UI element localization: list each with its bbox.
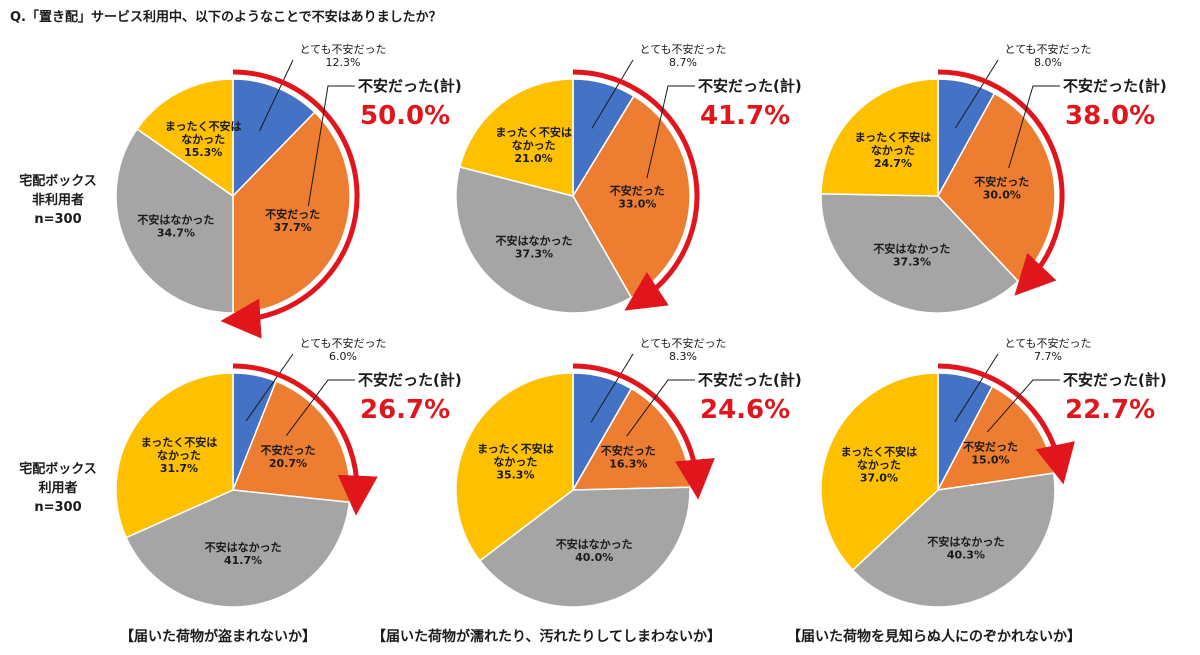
anxious-total-arc (572, 363, 715, 500)
total-anxious-value: 38.0% (1065, 101, 1155, 131)
total-anxious-label: 不安だった(計) (358, 371, 462, 389)
slice-label-not-anxious: 不安はなかった 41.7% (205, 540, 282, 567)
slice-label-not-anxious: 不安はなかった 37.3% (496, 234, 573, 261)
anxious-total-arc (232, 363, 378, 516)
anxious-total-arc (937, 69, 1065, 296)
total-anxious-label: 不安だった(計) (1063, 77, 1167, 95)
pie-slice-not-anxious (478, 486, 691, 608)
total-anxious-label: 不安だった(計) (698, 371, 802, 389)
total-leader-line (1008, 85, 1060, 169)
pie-slice-not-anxious (851, 472, 1056, 608)
total-anxious-label: 不安だった(計) (358, 77, 462, 95)
pie-slice-not-anxious (125, 489, 351, 608)
pie-slice-not-anxious (455, 165, 633, 314)
callout-label-very-anxious: とても不安だった 6.0% (299, 336, 386, 363)
panel-caption: 【届いた荷物を見知らぬ人にのぞかれないか】 (787, 629, 1081, 645)
row-label-line: 宅配ボックス (19, 174, 97, 189)
callout-label-very-anxious: とても不安だった 8.3% (639, 336, 726, 363)
slice-label-anxious: 不安だった 37.7% (265, 207, 320, 234)
slice-label-anxious: 不安だった 20.7% (261, 443, 316, 470)
row-label-line: n=300 (34, 212, 82, 227)
pie-chart: 不安だった 30.0% 不安はなかった 37.3% まったく不安はなかった 24.7% とて… (820, 42, 1167, 314)
slice-label-anxious: 不安だった 16.3% (601, 444, 656, 471)
pie-slice-not-at-all-anxious (455, 372, 574, 562)
pie-slice-not-at-all-anxious (820, 78, 939, 197)
total-anxious-label: 不安だった(計) (1063, 371, 1167, 389)
pie-slice-not-anxious (115, 127, 234, 314)
pie-slice-not-at-all-anxious (820, 372, 939, 572)
callout-leader-line (954, 353, 999, 423)
callout-label-very-anxious: とても不安だった 7.7% (1004, 336, 1091, 363)
total-anxious-value: 22.7% (1065, 395, 1155, 425)
pie-slice-not-at-all-anxious (136, 78, 234, 198)
pie-slice-anxious (232, 111, 351, 314)
slice-label-not-anxious: 不安はなかった 40.0% (556, 537, 633, 564)
slice-label-not-anxious: 不安はなかった 37.3% (873, 241, 950, 268)
pie-slice-very-anxious (232, 78, 316, 198)
callout-leader-line (590, 353, 634, 423)
panel-caption: 【届いた荷物が盗まれないか】 (120, 629, 316, 645)
pie-slice-not-anxious (820, 193, 1020, 314)
total-leader-line (646, 85, 695, 179)
pie-chart: 不安だった 20.7% 不安はなかった 41.7% まったく不安はなかった 31.7% とて… (115, 336, 462, 608)
total-anxious-value: 50.0% (360, 101, 450, 131)
anxious-total-arc (220, 69, 360, 339)
callout-label-very-anxious: とても不安だった 8.7% (639, 42, 726, 69)
row-label-line: 宅配ボックス (19, 462, 97, 477)
anxious-total-arc (937, 363, 1075, 485)
slice-label-not-anxious: 不安はなかった 34.7% (137, 212, 214, 239)
pie-slice-not-at-all-anxious (458, 78, 574, 197)
pie-chart: 不安だった 16.3% 不安はなかった 40.0% まったく不安はなかった 35.3% とて… (455, 336, 802, 608)
slice-label-anxious: 不安だった 15.0% (963, 439, 1018, 466)
total-anxious-label: 不安だった(計) (698, 77, 802, 95)
anxious-total-arc (572, 69, 700, 311)
question-title: Q.「置き配」サービス利用中、以下のようなことで不安はありましたか？ (10, 10, 442, 25)
slice-label-not-at-all-anxious: まったく不安はなかった 37.0% (841, 444, 918, 484)
total-anxious-value: 24.6% (700, 395, 790, 425)
slice-label-anxious: 不安だった 30.0% (974, 174, 1029, 201)
slice-label-not-at-all-anxious: まったく不安はなかった 24.7% (855, 130, 932, 170)
callout-leader-line (591, 59, 634, 129)
callout-label-very-anxious: とても不安だった 8.0% (1004, 42, 1091, 69)
slice-label-anxious: 不安だった 33.0% (610, 183, 665, 210)
callout-leader-line (245, 353, 294, 422)
callout-label-very-anxious: とても不安だった 12.3% (299, 42, 386, 69)
pie-slice-not-at-all-anxious (115, 372, 234, 539)
slice-label-not-at-all-anxious: まったく不安はなかった 31.7% (141, 435, 218, 475)
pie-chart: 不安だった 15.0% 不安はなかった 40.3% まったく不安はなかった 37.0% とて… (820, 336, 1167, 608)
slice-label-not-at-all-anxious: まったく不安はなかった 35.3% (477, 441, 554, 481)
total-leader-line (626, 379, 695, 437)
panel-caption: 【届いた荷物が濡れたり、汚れたりしてしまわないか】 (372, 629, 722, 645)
total-leader-line (986, 379, 1060, 433)
row-label-line: 利用者 (38, 481, 78, 496)
pie-chart: 不安だった 37.7% 不安はなかった 34.7% まったく不安はなかった 15.3% とて… (115, 42, 462, 339)
row-label-line: 非利用者 (31, 193, 84, 208)
pie-chart: 不安だった 33.0% 不安はなかった 37.3% まったく不安はなかった 21.0% とて… (455, 42, 802, 314)
row-label-non-users: 宅配ボックス 非利用者 n=300 (8, 172, 108, 229)
total-anxious-value: 26.7% (360, 395, 450, 425)
slice-label-not-anxious: 不安はなかった 40.3% (927, 535, 1004, 562)
slice-label-not-at-all-anxious: まったく不安はなかった 21.0% (495, 125, 572, 165)
callout-leader-line (259, 59, 294, 132)
total-anxious-value: 41.7% (700, 101, 790, 131)
row-label-users: 宅配ボックス 利用者 n=300 (8, 460, 108, 517)
total-leader-line (307, 85, 355, 207)
callout-leader-line (955, 59, 999, 129)
total-leader-line (285, 379, 355, 436)
row-label-line: n=300 (34, 500, 82, 515)
slice-label-not-at-all-anxious: まったく不安はなかった 15.3% (165, 119, 242, 159)
